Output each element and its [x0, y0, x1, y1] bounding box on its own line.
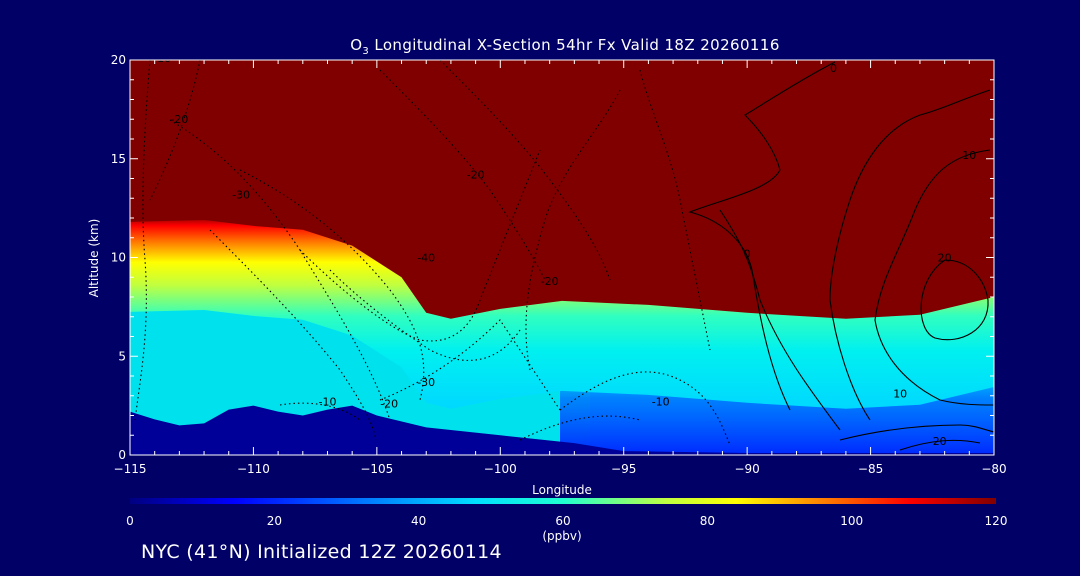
y-axis-label: Altitude (km): [87, 219, 101, 298]
contour-line-negative: [439, 60, 611, 281]
contour-line-positive: [839, 424, 994, 441]
contour-label: 10: [962, 149, 976, 162]
contour-line-negative: [149, 60, 201, 201]
colorbar-ticks: 0 20 40 60 80 100 120: [126, 514, 1007, 528]
contour-line-positive: [920, 259, 989, 341]
contour-label: 20: [938, 251, 952, 264]
contour-labels: -10 -20 -30 -20 -40 -20 -30 -10 -20 -10 0 10 20 10 20 0: [153, 52, 976, 448]
y-tick-label: 0: [118, 448, 126, 462]
tropopause-band: [130, 216, 994, 409]
contour-label: -20: [541, 275, 559, 288]
contour-line-positive: [719, 209, 841, 431]
chart-title-subscript: 3: [362, 46, 369, 57]
contour-line-negative: [299, 149, 541, 342]
contour-label: -20: [170, 113, 188, 126]
x-tick-label: −100: [484, 462, 517, 476]
contour-line-negative: [559, 371, 731, 446]
colorbar-units: (ppbv): [542, 529, 581, 543]
x-tick-label: −80: [981, 462, 1006, 476]
x-tick-label: −110: [237, 462, 270, 476]
y-tick-label: 10: [111, 251, 126, 265]
contour-label: -10: [153, 52, 171, 65]
contour-label: -40: [417, 251, 435, 264]
x-axis: −115 −110 −105 −100 −95 −90 −85 −80: [114, 60, 1007, 476]
contour-line-negative: [639, 69, 711, 351]
terrain: [130, 405, 994, 455]
contour-line-negative: [279, 402, 361, 421]
x-tick-label: −95: [611, 462, 636, 476]
contour-label: 0: [830, 62, 837, 75]
colorbar-tick-label: 0: [126, 514, 134, 528]
colorbar-tick-label: 20: [267, 514, 282, 528]
plot-area: -10 -20 -30 -20 -40 -20 -30 -10 -20 -10 0 10 20 10 20 0: [130, 52, 994, 455]
contour-lines: [134, 60, 994, 451]
contour-line-negative: [519, 415, 641, 441]
contour-label: -20: [380, 398, 398, 411]
y-axis: 0 5 10 15 20: [111, 53, 994, 462]
contour-line-negative: [379, 319, 561, 411]
colorbar-tick-label: 80: [700, 514, 715, 528]
chart-title-text: Longitudinal X-Section 54hr Fx Valid 18Z…: [369, 36, 780, 54]
x-axis-label: Longitude: [532, 483, 592, 497]
contour-label: 10: [893, 388, 907, 401]
colorbar-tick-label: 100: [840, 514, 863, 528]
contour-line-positive: [829, 89, 991, 421]
x-tick-label: −105: [360, 462, 393, 476]
contour-label: -30: [232, 188, 250, 201]
colorbar-tick-label: 40: [411, 514, 426, 528]
contour-label: -20: [467, 169, 485, 182]
y-tick-label: 20: [111, 53, 126, 67]
colorbar-tick-label: 60: [555, 514, 570, 528]
contour-label: -30: [417, 376, 435, 389]
contour-line-negative: [239, 169, 425, 401]
footer-initialization-text: NYC (41°N) Initialized 12Z 20260114: [141, 541, 502, 563]
y-tick-label: 5: [118, 349, 126, 363]
contour-label: -10: [652, 396, 670, 409]
contour-line-positive: [899, 439, 981, 451]
x-tick-label: −85: [858, 462, 883, 476]
contour-line-positive: [688, 61, 836, 411]
contour-line-positive: [874, 149, 994, 406]
stratosphere-field: [130, 60, 994, 319]
contour-label: 20: [933, 435, 947, 448]
chart-title: O3 Longitudinal X-Section 54hr Fx Valid …: [350, 36, 780, 57]
y-tick-label: 15: [111, 152, 126, 166]
contour-line-negative: [329, 269, 521, 361]
colorbar: 0 20 40 60 80 100 120 (ppbv): [126, 498, 1007, 543]
colorbar-tick-label: 120: [985, 514, 1008, 528]
colorbar-gradient: [130, 498, 996, 504]
chart-title-prefix: O: [350, 36, 362, 54]
contour-line-negative: [379, 69, 546, 281]
contour-label: 0: [744, 248, 751, 261]
contour-label: -10: [319, 396, 337, 409]
x-tick-label: −115: [114, 462, 147, 476]
x-tick-label: −90: [734, 462, 759, 476]
